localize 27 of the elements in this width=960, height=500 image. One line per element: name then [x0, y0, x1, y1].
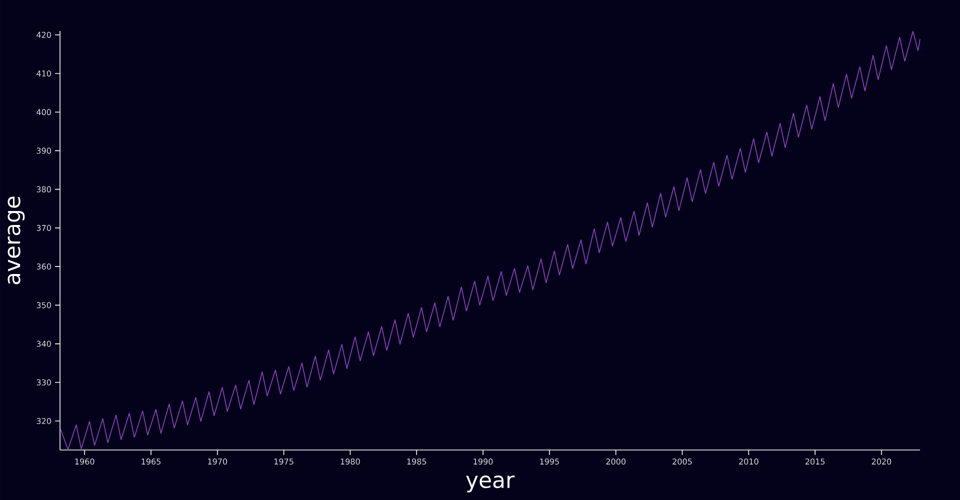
x-tick-label: 1960	[75, 458, 94, 465]
x-tick-label: 2000	[606, 458, 626, 465]
y-tick-label: 420	[36, 32, 51, 38]
x-tick-label: 2015	[805, 458, 825, 465]
y-tick-label: 380	[36, 186, 51, 192]
y-tick-label: 400	[36, 109, 51, 116]
x-axis-title: year	[466, 476, 515, 492]
y-tick-label: 410	[36, 70, 51, 76]
y-tick-label: 350	[36, 302, 51, 308]
x-tick-label: 2020	[872, 458, 892, 465]
y-axis-title: average	[8, 196, 25, 284]
y-tick-label: 390	[36, 148, 51, 154]
x-tick-label: 2005	[672, 458, 692, 465]
x-tick-label: 2010	[739, 458, 758, 465]
y-tick-label: 360	[36, 264, 51, 270]
line-series	[60, 30, 920, 450]
y-tick-label: 340	[36, 340, 51, 347]
y-tick-label: 330	[36, 379, 51, 386]
x-tick-label: 1985	[407, 458, 426, 465]
x-tick-label: 1975	[274, 458, 294, 465]
y-tick-label: 370	[36, 224, 51, 231]
x-tick-label: 1970	[208, 458, 228, 465]
x-tick-label: 1995	[540, 458, 559, 465]
x-tick-label: 1980	[340, 458, 360, 465]
x-tick-label: 1990	[474, 458, 493, 465]
y-tick-label: 320	[36, 418, 51, 424]
x-tick-label: 1965	[142, 458, 160, 465]
